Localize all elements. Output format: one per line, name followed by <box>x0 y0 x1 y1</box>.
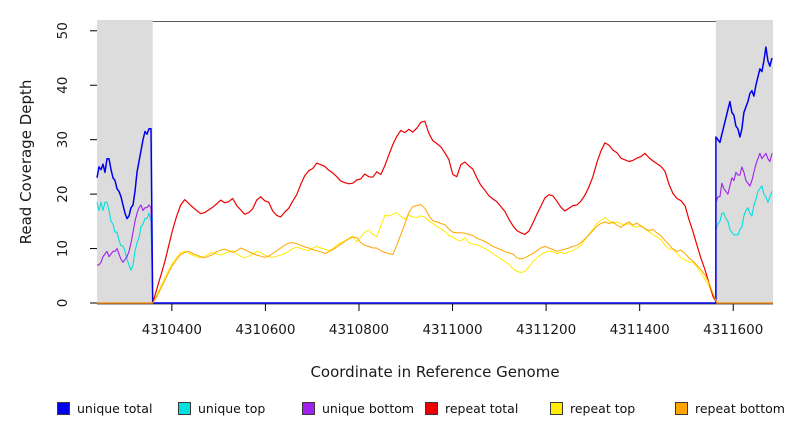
x-axis-title: Coordinate in Reference Genome <box>310 363 560 381</box>
legend-item-repeat-bottom: repeat bottom <box>675 399 785 417</box>
legend-item-unique-top: unique top <box>178 399 265 417</box>
legend-item-repeat-top: repeat top <box>550 399 635 417</box>
x-tick-label: 4311400 <box>610 322 670 338</box>
legend: unique total unique top unique bottom repea… <box>0 399 792 423</box>
y-tick-label: 30 <box>55 131 71 148</box>
x-tick-label: 4310800 <box>329 322 389 338</box>
legend-swatch-icon <box>675 401 688 415</box>
x-tick-label: 4311200 <box>516 322 576 338</box>
legend-item-unique-bottom: unique bottom <box>302 399 414 417</box>
legend-item-unique-total: unique total <box>57 399 152 417</box>
legend-label: unique total <box>77 400 153 416</box>
x-tick-label: 4311000 <box>422 322 482 338</box>
legend-item-repeat-total: repeat total <box>425 399 518 417</box>
y-tick-label: 0 <box>55 299 71 308</box>
legend-label: unique top <box>198 400 266 416</box>
y-tick-label: 20 <box>55 186 71 203</box>
shaded-region <box>97 20 153 304</box>
legend-label: unique bottom <box>322 400 415 416</box>
legend-label: repeat top <box>570 400 636 416</box>
x-tick-label: 4310400 <box>142 322 202 338</box>
y-axis-title: Read Coverage Depth <box>17 79 35 245</box>
shaded-region <box>715 20 773 304</box>
legend-swatch-icon <box>550 401 563 415</box>
legend-swatch-icon <box>425 401 438 415</box>
plot-border <box>97 21 773 305</box>
y-tick-label: 40 <box>55 77 71 94</box>
x-tick-label: 4310600 <box>235 322 295 338</box>
series-repeat-bottom <box>97 204 773 304</box>
series-unique-top <box>96 185 773 304</box>
series-unique-total <box>96 46 773 304</box>
series-repeat-top <box>97 212 773 304</box>
series-unique-bottom <box>97 152 773 304</box>
legend-swatch-icon <box>302 401 315 415</box>
legend-swatch-icon <box>57 401 70 415</box>
x-tick-label: 4311600 <box>703 322 763 338</box>
y-tick-label: 10 <box>55 240 71 257</box>
series-repeat-total <box>97 120 773 304</box>
legend-label: repeat bottom <box>695 400 785 416</box>
y-tick-label: 50 <box>55 22 71 39</box>
legend-swatch-icon <box>178 401 191 415</box>
legend-label: repeat total <box>445 400 519 416</box>
